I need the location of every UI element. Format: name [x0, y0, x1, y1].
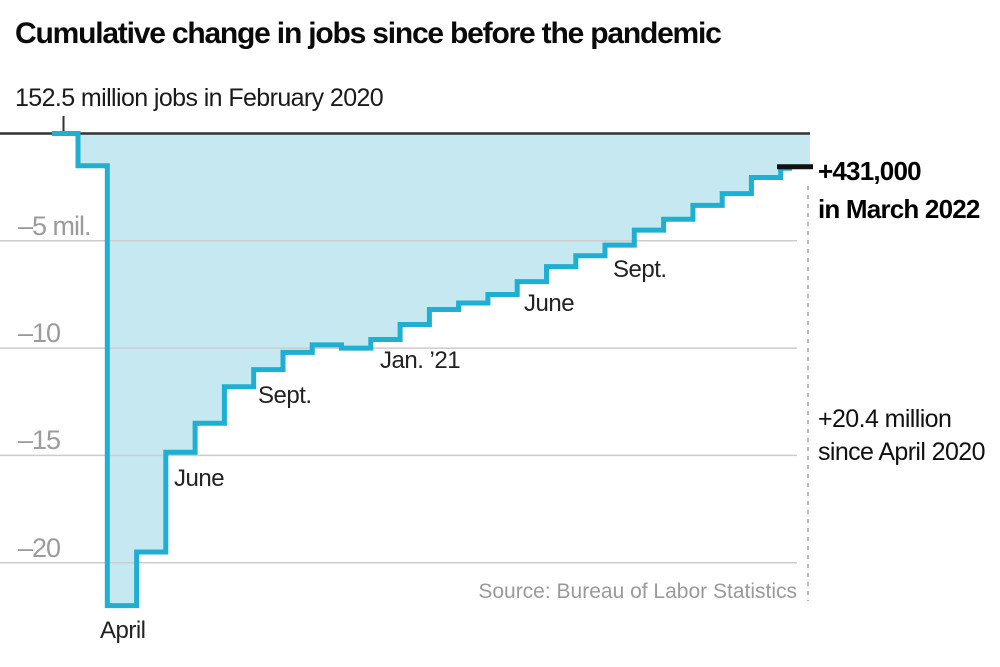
- final-value-line1: +431,000: [818, 156, 922, 186]
- y-axis-tick-label: –20: [18, 533, 61, 563]
- job-loss-fill-area: [52, 133, 810, 606]
- month-label-sept-2020: Sept.: [258, 382, 312, 409]
- y-axis-tick-label: –10: [18, 318, 61, 348]
- final-value-annotation: +431,000 in March 2022: [818, 152, 980, 228]
- month-label-june-2020: June: [174, 465, 225, 492]
- jobs-gained-annotation: +20.4 million since April 2020: [818, 403, 986, 469]
- final-value-line2: in March 2022: [818, 194, 980, 224]
- baseline-label: 152.5 million jobs in February 2020: [15, 84, 384, 112]
- month-label-jan-2021: Jan. ’21: [380, 347, 461, 374]
- month-label-sept-2021: Sept.: [613, 256, 667, 283]
- month-label-april-2020: April: [100, 617, 146, 644]
- jobs-gained-line2: since April 2020: [818, 438, 986, 466]
- jobs-gained-line1: +20.4 million: [818, 405, 952, 433]
- source-credit: Source: Bureau of Labor Statistics: [478, 580, 797, 603]
- month-label-june-2021: June: [524, 290, 575, 317]
- chart-title: Cumulative change in jobs since before t…: [15, 17, 722, 50]
- step-line: [52, 131, 792, 609]
- y-axis-tick-label: –15: [18, 425, 61, 455]
- y-axis-tick-label: –5 mil.: [18, 211, 92, 241]
